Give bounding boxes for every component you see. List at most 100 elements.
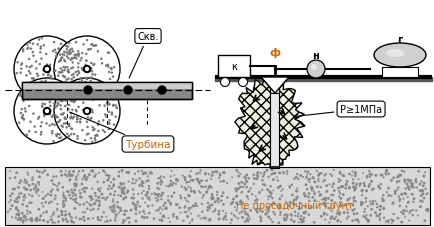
Circle shape <box>23 216 25 218</box>
Circle shape <box>282 189 283 190</box>
Circle shape <box>88 134 89 135</box>
Circle shape <box>25 220 26 221</box>
Circle shape <box>103 212 104 213</box>
Circle shape <box>52 133 53 134</box>
Circle shape <box>95 174 96 175</box>
Circle shape <box>222 204 224 205</box>
Circle shape <box>75 101 76 102</box>
Circle shape <box>310 65 316 71</box>
Circle shape <box>106 220 108 222</box>
Circle shape <box>14 37 80 103</box>
Circle shape <box>99 105 100 106</box>
Circle shape <box>109 207 111 208</box>
Circle shape <box>81 58 82 59</box>
Circle shape <box>410 180 411 181</box>
Circle shape <box>18 213 20 215</box>
Circle shape <box>348 174 349 175</box>
Circle shape <box>177 180 178 181</box>
Circle shape <box>84 212 85 213</box>
Circle shape <box>78 64 79 65</box>
Circle shape <box>48 72 49 74</box>
Circle shape <box>235 191 237 192</box>
Circle shape <box>14 177 16 178</box>
Circle shape <box>37 45 38 46</box>
Circle shape <box>422 183 424 184</box>
Circle shape <box>72 199 74 200</box>
Circle shape <box>406 211 407 212</box>
Circle shape <box>74 193 75 195</box>
Circle shape <box>115 214 117 215</box>
Circle shape <box>96 136 98 137</box>
Circle shape <box>425 209 426 210</box>
Circle shape <box>212 198 213 200</box>
Circle shape <box>55 71 56 72</box>
Circle shape <box>77 174 78 175</box>
Circle shape <box>307 197 309 198</box>
Circle shape <box>70 128 72 130</box>
Circle shape <box>304 171 305 172</box>
Circle shape <box>57 134 59 135</box>
Circle shape <box>237 183 239 185</box>
Circle shape <box>339 172 340 173</box>
Circle shape <box>337 188 338 189</box>
Circle shape <box>396 217 398 219</box>
Circle shape <box>326 191 327 192</box>
Circle shape <box>97 217 98 218</box>
Circle shape <box>66 92 67 93</box>
Circle shape <box>62 76 64 77</box>
Circle shape <box>77 75 78 76</box>
Circle shape <box>173 192 174 193</box>
Circle shape <box>24 109 26 110</box>
Circle shape <box>79 122 81 123</box>
Circle shape <box>264 213 266 215</box>
Circle shape <box>22 97 23 98</box>
Circle shape <box>40 126 41 127</box>
Circle shape <box>124 87 132 95</box>
Circle shape <box>286 171 287 172</box>
Circle shape <box>326 214 327 215</box>
Circle shape <box>163 216 164 217</box>
Circle shape <box>323 213 325 215</box>
Circle shape <box>205 180 207 181</box>
Circle shape <box>290 185 292 186</box>
Circle shape <box>76 183 77 185</box>
Circle shape <box>126 172 127 173</box>
Circle shape <box>120 195 121 197</box>
Circle shape <box>33 92 34 94</box>
Circle shape <box>62 187 63 188</box>
Circle shape <box>163 215 164 217</box>
Circle shape <box>88 91 89 92</box>
Circle shape <box>44 89 45 91</box>
Circle shape <box>75 201 76 202</box>
Bar <box>270 78 279 94</box>
Circle shape <box>64 60 65 61</box>
Circle shape <box>113 211 114 212</box>
Circle shape <box>37 182 39 183</box>
Circle shape <box>332 195 333 196</box>
Circle shape <box>59 134 60 136</box>
Circle shape <box>121 171 122 172</box>
Circle shape <box>309 174 310 175</box>
Circle shape <box>142 211 144 212</box>
Circle shape <box>351 220 352 221</box>
Circle shape <box>214 209 215 210</box>
Circle shape <box>336 213 337 214</box>
Circle shape <box>162 216 163 217</box>
Circle shape <box>33 79 34 80</box>
Circle shape <box>82 53 83 54</box>
Circle shape <box>107 189 108 190</box>
Circle shape <box>38 209 39 210</box>
Circle shape <box>54 125 55 126</box>
Circle shape <box>79 82 80 83</box>
Circle shape <box>112 201 113 202</box>
Circle shape <box>49 114 50 115</box>
Circle shape <box>370 209 371 210</box>
Circle shape <box>91 170 92 172</box>
Circle shape <box>170 204 171 205</box>
Circle shape <box>189 222 190 223</box>
Circle shape <box>57 122 58 123</box>
Circle shape <box>240 192 241 193</box>
Circle shape <box>204 217 205 218</box>
Circle shape <box>184 206 185 207</box>
Circle shape <box>40 82 41 84</box>
